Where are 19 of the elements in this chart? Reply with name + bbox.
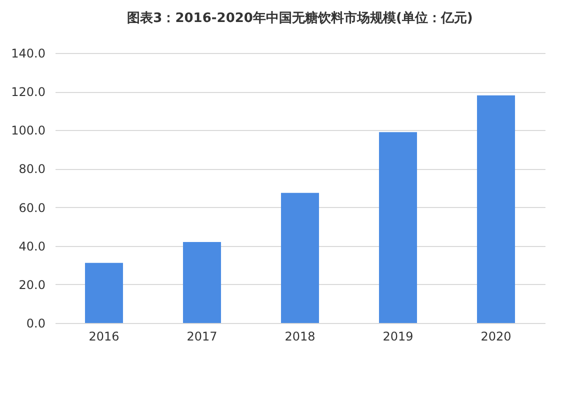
- y-tick-label: 100.0: [11, 124, 46, 138]
- y-tick-label: 80.0: [18, 162, 46, 176]
- y-tick-label: 40.0: [18, 239, 46, 254]
- bar: [85, 262, 123, 323]
- bar: [281, 192, 319, 323]
- bar: [183, 242, 221, 323]
- y-tick-label: 120.0: [11, 85, 46, 100]
- x-tick-label: 2017: [186, 330, 218, 344]
- x-tick-label: 2020: [480, 330, 512, 344]
- y-tick-label: 20.0: [18, 278, 46, 292]
- x-tick-label: 2019: [382, 330, 414, 344]
- x-tick-label: 2018: [284, 330, 316, 344]
- y-tick-label: 0.0: [26, 316, 46, 330]
- bar: [379, 132, 417, 323]
- chart-title: 图表3：2016-2020年中国无糖饮料市场规模(单位：亿元): [127, 10, 473, 26]
- y-tick-label: 60.0: [18, 200, 46, 215]
- y-tick-label: 140.0: [11, 46, 46, 60]
- x-tick-label: 2016: [88, 330, 120, 344]
- bar: [477, 95, 515, 323]
